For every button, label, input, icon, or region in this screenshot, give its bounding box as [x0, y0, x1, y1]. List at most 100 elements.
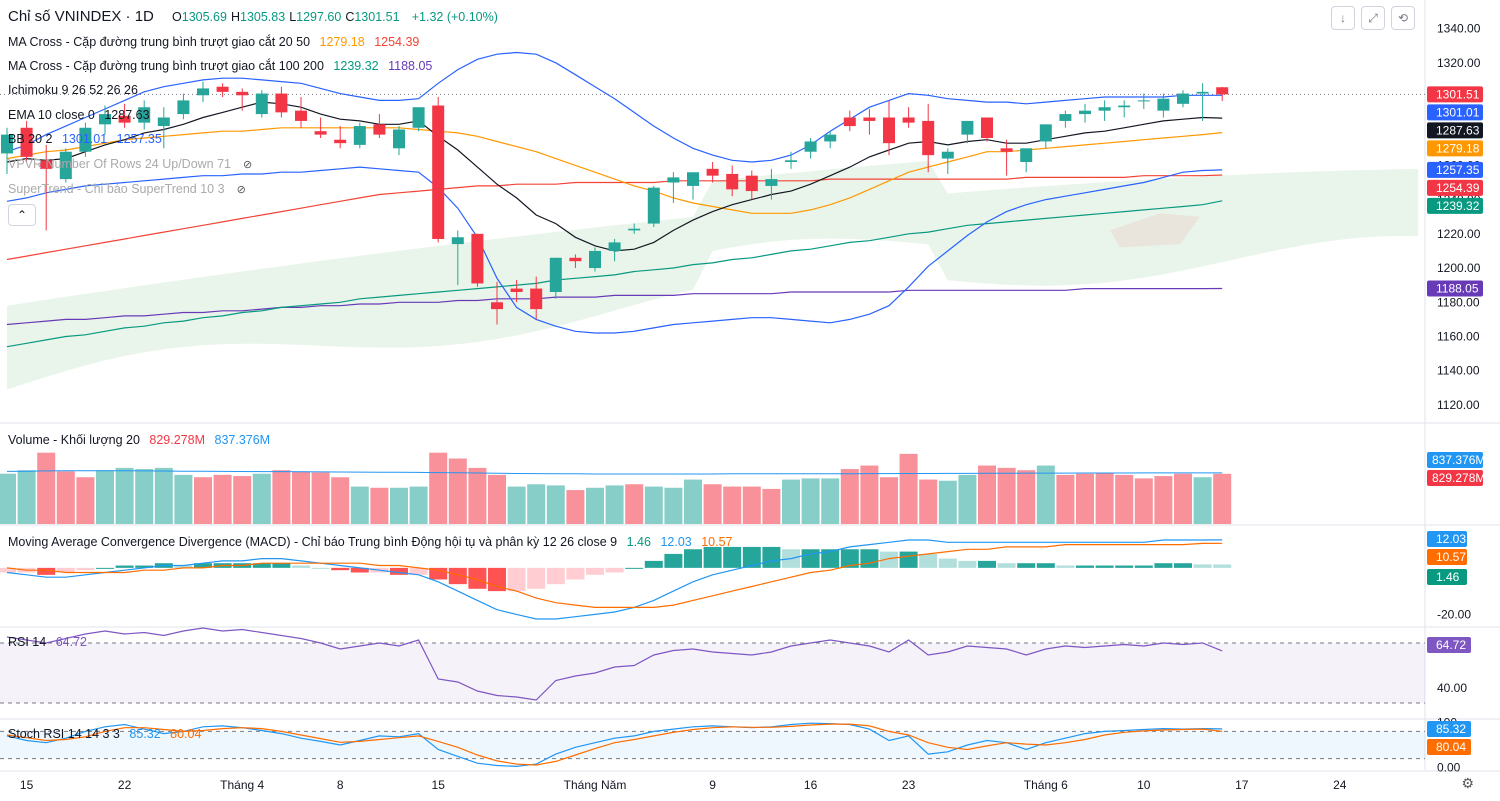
- volume-bar: [56, 471, 75, 524]
- candle: [883, 100, 895, 156]
- eye-off-icon[interactable]: ⊘: [243, 159, 253, 171]
- rsi-pane-label[interactable]: RSI 14 64.72: [8, 635, 87, 649]
- gear-icon[interactable]: ⚙: [1461, 775, 1474, 791]
- price-badge-label: 1257.35: [1436, 163, 1480, 177]
- macd-hist-bar: [37, 567, 56, 575]
- macd-hist-bar: [1134, 565, 1153, 568]
- candle: [40, 144, 53, 231]
- macd-hist-bar: [958, 560, 977, 568]
- macd-hist-bar: [350, 567, 369, 573]
- legend-ma-cross-20-50[interactable]: MA Cross - Cặp đường trung bình trượt gi…: [8, 34, 425, 50]
- legend-ichimoku[interactable]: Ichimoku 9 26 52 26 26: [8, 82, 144, 98]
- macd-hist-bar: [448, 567, 467, 585]
- volume-bar: [331, 477, 350, 524]
- macd-hist-bar: [409, 567, 428, 575]
- candle: [765, 168, 778, 200]
- legend-value-volume-ma: 837.376M: [214, 433, 271, 447]
- candle: [530, 276, 543, 320]
- maximize-icon[interactable]: ⤢: [1361, 6, 1385, 30]
- chevron-up-icon[interactable]: ⌃: [8, 204, 36, 226]
- candle: [275, 86, 288, 118]
- volume-bar: [782, 479, 800, 524]
- arrow-down-icon[interactable]: ↓: [1331, 6, 1355, 30]
- candle: [20, 120, 33, 162]
- rsi-tick-label: 40.00: [1437, 681, 1467, 695]
- candle: [1020, 148, 1033, 173]
- macd-hist-bar: [801, 549, 820, 568]
- candle-body: [785, 160, 797, 162]
- volume-bar: [958, 474, 977, 524]
- macd-hist-bar: [96, 567, 114, 569]
- stoch-d-line: [6, 723, 1223, 766]
- time-tick-label: 22: [118, 778, 132, 792]
- macd-badge: [1427, 569, 1467, 585]
- candle-body: [667, 177, 680, 183]
- price-tick-label: 1160.00: [1437, 329, 1480, 343]
- candle: [157, 107, 170, 149]
- volume-bar: [233, 476, 252, 524]
- volume-bar: [762, 488, 781, 524]
- macd-pane-label[interactable]: Moving Average Convergence Divergence (M…: [8, 535, 733, 549]
- legend-label: MA Cross - Cặp đường trung bình trượt gi…: [8, 35, 311, 49]
- candle-body: [255, 93, 268, 115]
- chart-title: Chỉ số VNINDEX · 1D O1305.69 H1305.83 L129…: [8, 8, 498, 25]
- volume-bar: [272, 470, 291, 524]
- symbol-name[interactable]: Chỉ số VNINDEX · 1D: [8, 8, 154, 25]
- time-tick-label: 24: [1333, 778, 1347, 792]
- time-tick-label: 23: [902, 778, 916, 792]
- volume-bar: [154, 467, 173, 524]
- legend-supertrend[interactable]: SuperTrend - Chỉ báo SuperTrend 10 3 ⊘: [8, 181, 252, 198]
- eye-off-icon[interactable]: ⊘: [236, 184, 246, 196]
- legend-value-ma100: 1239.32: [333, 59, 379, 73]
- time-tick-label: 15: [432, 778, 446, 792]
- legend-ma-cross-100-200[interactable]: MA Cross - Cặp đường trung bình trượt gi…: [8, 58, 438, 74]
- candle: [843, 110, 856, 132]
- volume-bar: [252, 473, 271, 524]
- macd-badge-label: 10.57: [1436, 550, 1466, 564]
- candle: [1098, 100, 1111, 121]
- rsi-badge-label: 64.72: [1436, 638, 1466, 652]
- candle-body: [726, 173, 739, 190]
- macd-hist-bar: [1056, 565, 1075, 568]
- macd-hist-bar: [586, 567, 604, 575]
- volume-bar: [488, 474, 506, 524]
- legend-value-macd: 12.03: [660, 535, 692, 549]
- candle: [118, 103, 131, 128]
- volume-bar: [0, 473, 16, 524]
- legend-vpvr[interactable]: VPVR Number Of Rows 24 Up/Down 71 ⊘: [8, 156, 258, 173]
- legend-label: Moving Average Convergence Divergence (M…: [8, 535, 618, 549]
- stoch-tick-label: 0.00: [1437, 761, 1461, 775]
- stoch-badge: [1427, 721, 1471, 737]
- legend-bb[interactable]: BB 20 2 1301.01 1257.35: [8, 131, 168, 147]
- price-badge: [1427, 179, 1483, 196]
- volume-badge: [1427, 452, 1483, 468]
- legend-ema[interactable]: EMA 10 close 0 1287.63: [8, 107, 156, 123]
- candle: [510, 280, 523, 303]
- volume-bar: [468, 467, 487, 524]
- macd-hist-bar: [997, 563, 1016, 568]
- candle-body: [1177, 93, 1189, 104]
- macd-hist-bar: [1174, 563, 1192, 568]
- macd-hist-bar: [723, 546, 742, 568]
- stoch-pane-label[interactable]: Stoch RSI 14 14 3 3 85.32 80.04: [8, 727, 201, 741]
- candle-body: [804, 141, 817, 152]
- legend-label: EMA 10 close 0: [8, 108, 95, 122]
- macd-hist-bar: [880, 551, 898, 568]
- candle-body: [353, 126, 366, 145]
- legend-value-rsi: 64.72: [55, 635, 87, 649]
- candle-body: [1118, 105, 1131, 108]
- candle: [197, 81, 209, 103]
- time-tick-label: 17: [1235, 778, 1249, 792]
- volume-pane-label[interactable]: Volume - Khối lượng 20 829.278M 837.376M: [8, 433, 270, 447]
- stoch-band: [0, 731, 1425, 759]
- price-tick-label: 1220.00: [1437, 227, 1481, 241]
- candle: [549, 257, 562, 299]
- time-tick-label: 16: [804, 778, 818, 792]
- volume-bar: [409, 486, 428, 524]
- legend-value-ma200: 1188.05: [388, 59, 433, 73]
- time-tick-label: 8: [337, 778, 344, 792]
- stoch-k-line: [6, 722, 1223, 768]
- macd-hist-bar: [272, 563, 291, 568]
- restore-icon[interactable]: ⟲: [1391, 6, 1415, 30]
